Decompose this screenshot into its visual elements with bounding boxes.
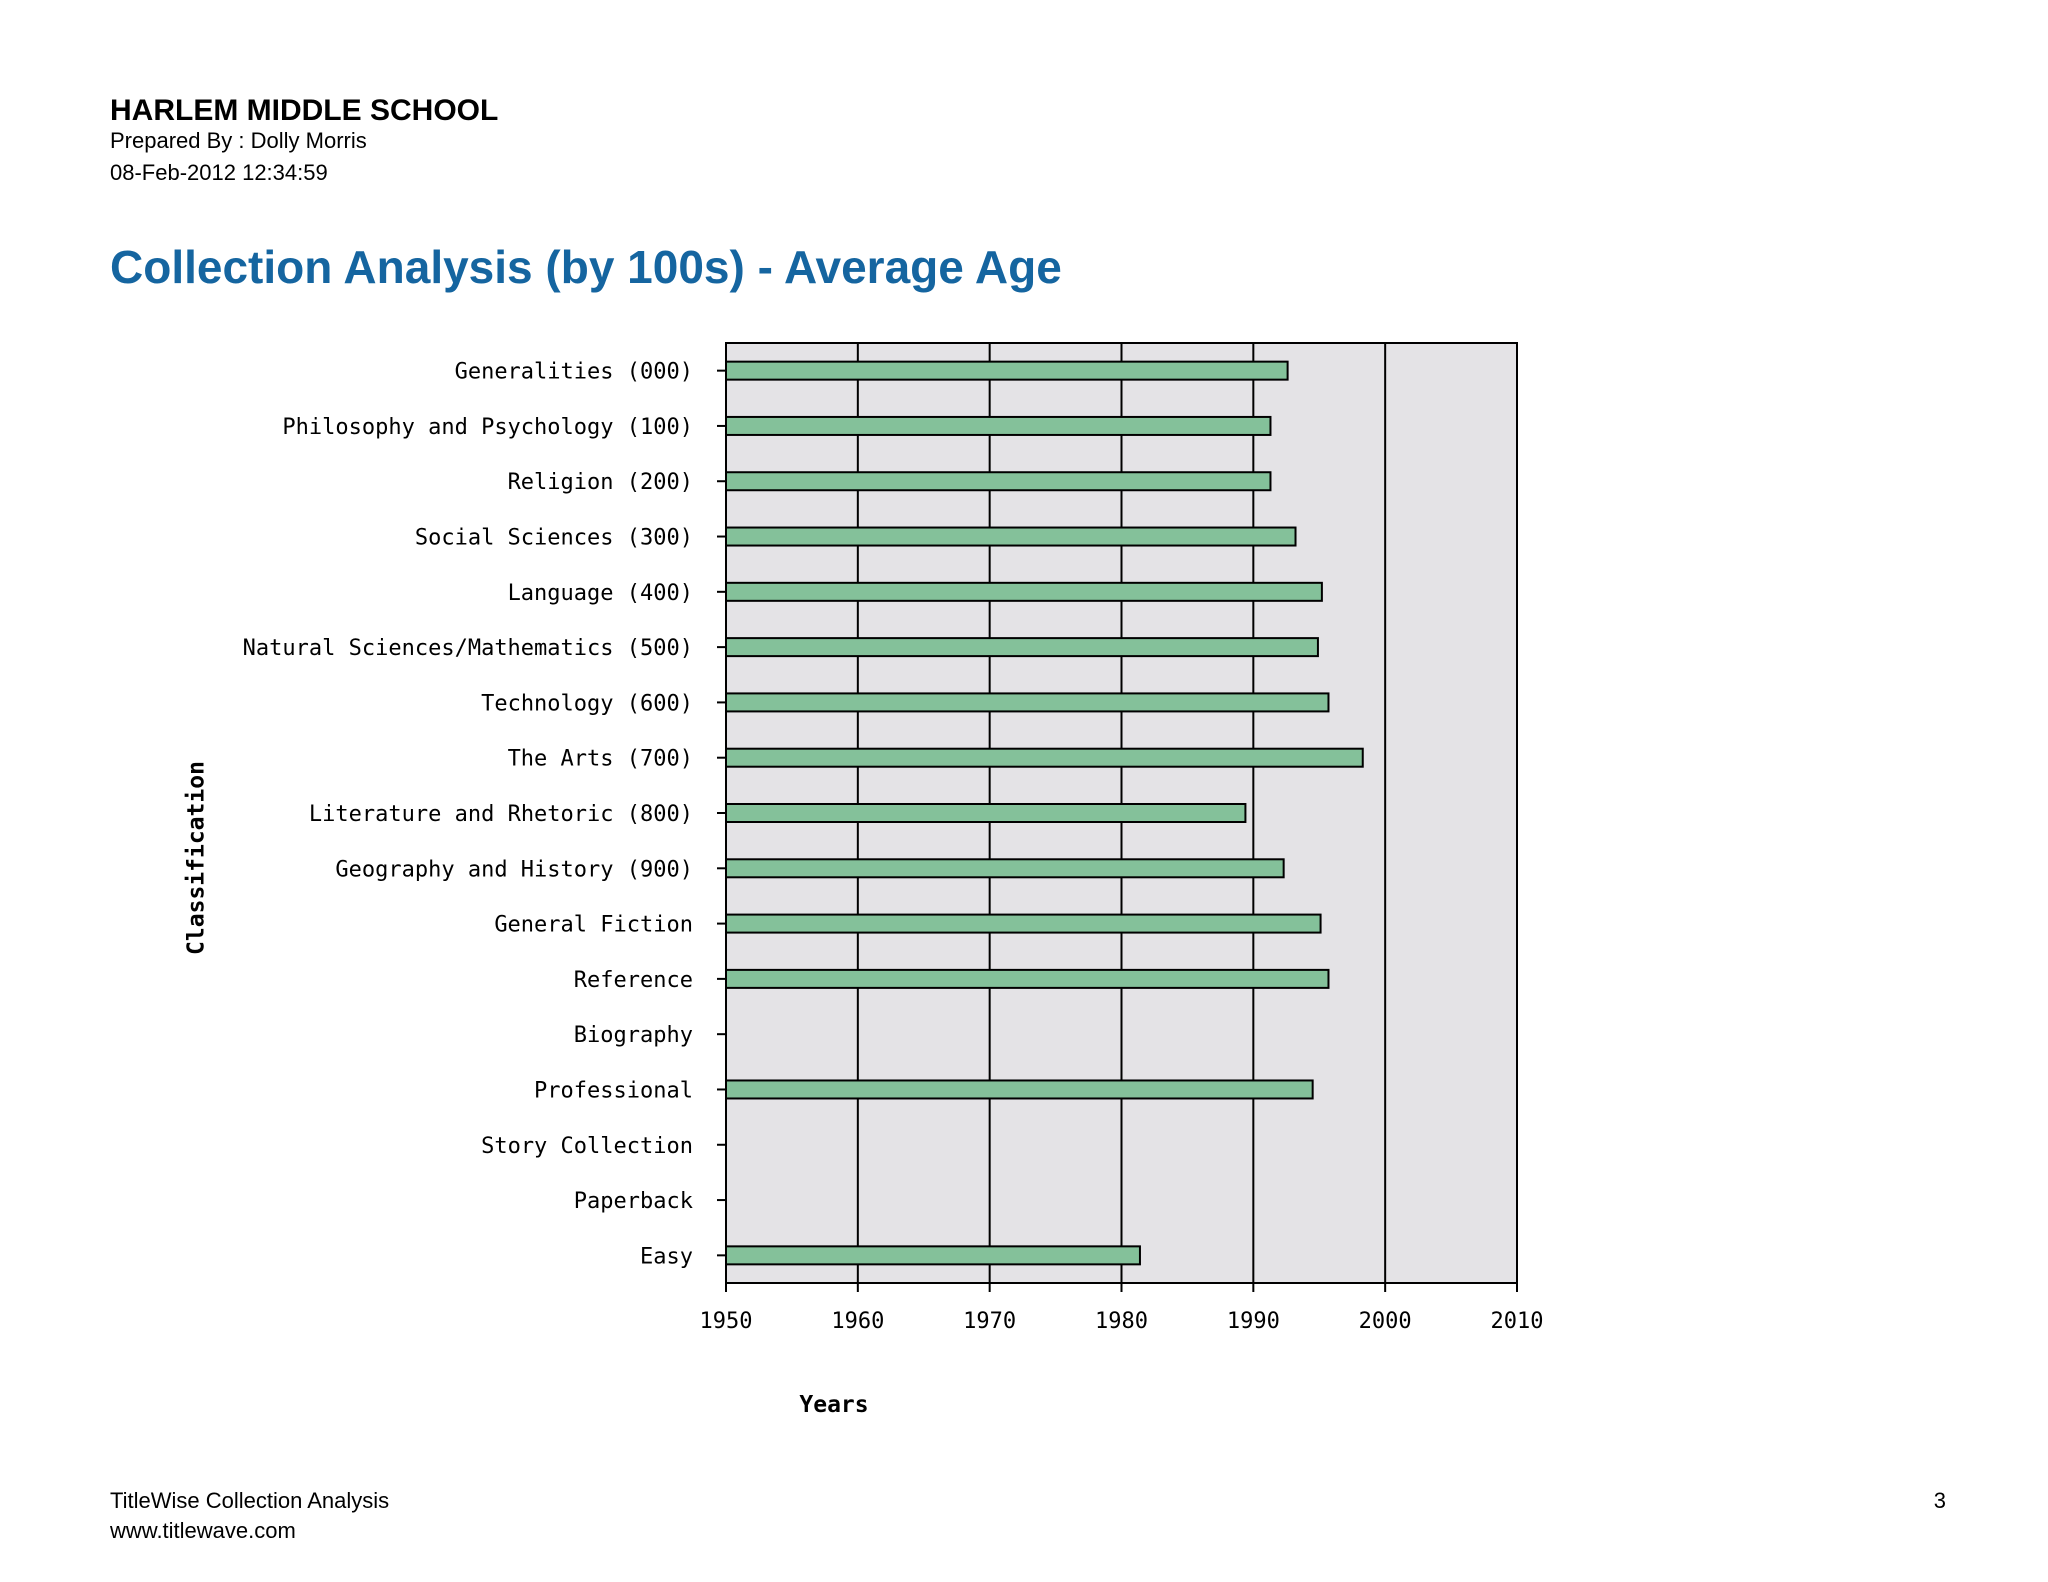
school-name: HARLEM MIDDLE SCHOOL (110, 94, 499, 127)
prepared-by: Prepared By : Dolly Morris (110, 128, 367, 153)
category-label: Literature and Rhetoric (800) (309, 802, 693, 827)
category-label: Geography and History (900) (335, 857, 693, 882)
category-label: Religion (200) (508, 470, 693, 495)
bar (725, 415, 1272, 436)
category-label: General Fiction (494, 913, 693, 938)
x-tick-label: 2000 (1359, 1309, 1412, 1334)
bar (725, 913, 1322, 934)
bar (725, 803, 1247, 823)
category-label: Easy (640, 1244, 693, 1269)
footer-website: www.titlewave.com (110, 1518, 296, 1543)
bar (725, 1079, 1314, 1100)
y-axis-label: Classification (184, 761, 210, 955)
category-label: Generalities (000) (455, 360, 693, 385)
bar (725, 968, 1330, 989)
bar (725, 692, 1330, 713)
x-tick-label: 1970 (963, 1309, 1016, 1334)
bar (725, 360, 1289, 381)
page-title: Collection Analysis (by 100s) - Average … (110, 241, 1062, 293)
x-tick-label: 1960 (831, 1309, 884, 1334)
category-label: Language (400) (508, 581, 693, 606)
category-label: Professional (534, 1078, 693, 1103)
category-label: Social Sciences (300) (415, 526, 693, 551)
x-tick-label: 2010 (1491, 1309, 1544, 1334)
category-label: Reference (574, 968, 693, 993)
page-number: 3 (1933, 1488, 1946, 1513)
x-tick-label: 1950 (700, 1309, 753, 1334)
bar (725, 747, 1364, 768)
category-label: Biography (574, 1023, 693, 1048)
category-label: Paperback (574, 1189, 693, 1214)
x-tick-label: 1990 (1227, 1309, 1280, 1334)
bar (725, 581, 1323, 602)
category-label: Technology (600) (481, 691, 693, 716)
category-label: The Arts (700) (508, 747, 693, 772)
bar (725, 471, 1272, 492)
category-label: Philosophy and Psychology (100) (282, 415, 693, 440)
footer-app-name: TitleWise Collection Analysis (110, 1488, 390, 1513)
report-datetime: 08-Feb-2012 12:34:59 (110, 160, 328, 185)
category-label: Natural Sciences/Mathematics (500) (243, 636, 693, 661)
bar (725, 637, 1319, 658)
bar (725, 526, 1297, 547)
bar (725, 1245, 1141, 1266)
bar (725, 858, 1285, 879)
category-label: Story Collection (481, 1134, 693, 1159)
x-tick-label: 1980 (1095, 1309, 1148, 1334)
x-axis-label: Years (799, 1392, 868, 1418)
